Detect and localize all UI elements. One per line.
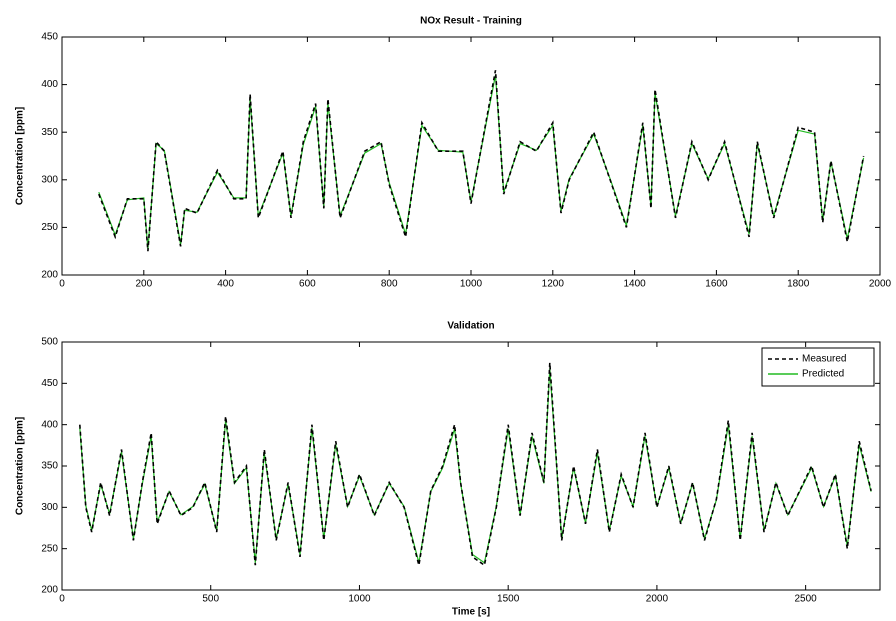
y-tick-label: 200 — [41, 270, 58, 281]
chart-title: NOx Result - Training — [420, 16, 522, 27]
y-tick-label: 400 — [41, 79, 58, 90]
y-tick-label: 200 — [41, 585, 58, 596]
legend-label: Measured — [802, 354, 846, 365]
y-tick-label: 250 — [41, 543, 58, 554]
x-tick-label: 1000 — [460, 279, 483, 290]
x-tick-label: 1500 — [497, 594, 520, 605]
x-tick-label: 200 — [135, 279, 152, 290]
data-line — [79, 362, 872, 567]
x-tick-label: 1800 — [787, 279, 810, 290]
x-tick-label: 800 — [381, 279, 398, 290]
x-tick-label: 1600 — [705, 279, 728, 290]
y-tick-label: 350 — [41, 127, 58, 138]
axes-box — [61, 341, 881, 591]
x-tick-label: 1400 — [623, 279, 646, 290]
chart-title: Validation — [447, 321, 494, 332]
y-tick-label: 450 — [41, 32, 58, 43]
y-tick-label: 500 — [41, 337, 58, 348]
y-tick-label: 300 — [41, 174, 58, 185]
y-axis-label: Concentration [ppm] — [15, 417, 26, 515]
x-axis-label: Time [s] — [452, 607, 490, 618]
x-tick-label: 0 — [59, 594, 65, 605]
y-tick-label: 450 — [41, 378, 58, 389]
x-tick-label: 2000 — [869, 279, 892, 290]
y-axis-label: Concentration [ppm] — [15, 107, 26, 205]
x-tick-label: 2000 — [646, 594, 669, 605]
y-tick-label: 400 — [41, 419, 58, 430]
x-tick-label: 2500 — [795, 594, 818, 605]
x-tick-label: 600 — [299, 279, 316, 290]
y-tick-label: 300 — [41, 502, 58, 513]
x-tick-label: 1200 — [542, 279, 565, 290]
x-tick-label: 400 — [217, 279, 234, 290]
x-tick-label: 0 — [59, 279, 65, 290]
y-tick-label: 250 — [41, 222, 58, 233]
legend-box — [761, 347, 875, 387]
x-tick-label: 1000 — [348, 594, 371, 605]
y-tick-label: 350 — [41, 461, 58, 472]
x-tick-label: 500 — [202, 594, 219, 605]
legend-label: Predicted — [802, 369, 844, 380]
data-line — [98, 70, 865, 252]
axes-box — [61, 36, 881, 276]
